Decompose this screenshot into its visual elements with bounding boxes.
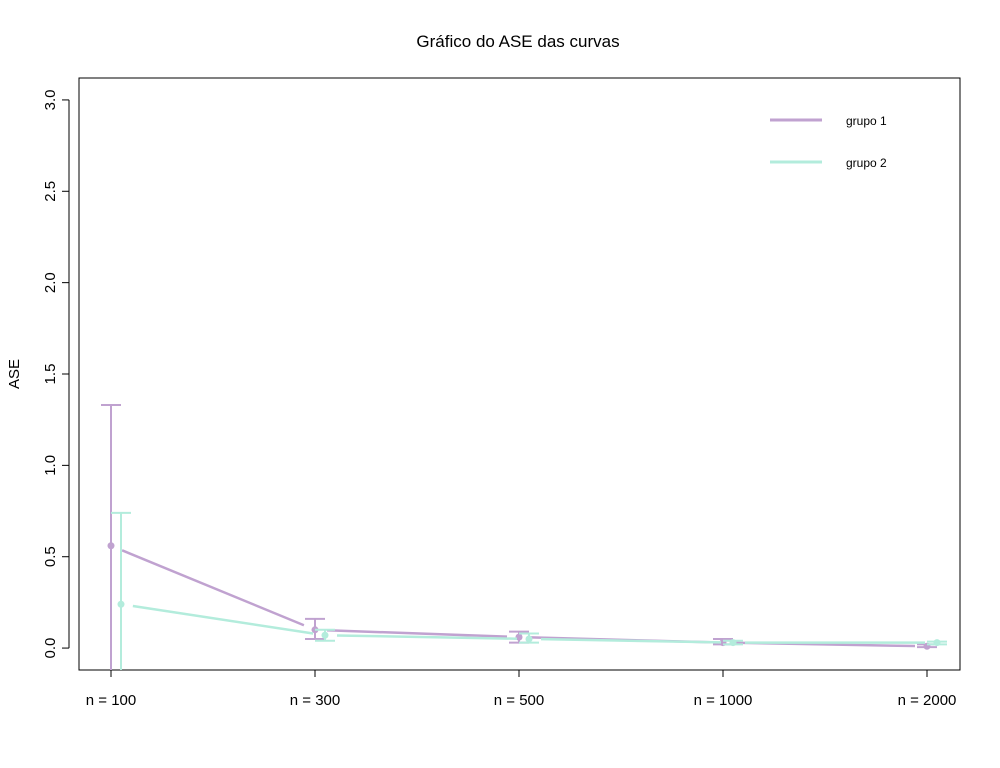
y-tick-label: 3.0	[42, 89, 59, 110]
plot-area	[78, 77, 961, 671]
data-point	[525, 635, 533, 643]
x-tick-label: n = 300	[290, 692, 340, 709]
y-tick-label: 0.5	[42, 546, 59, 567]
series-line-segment	[326, 628, 508, 638]
data-point	[117, 600, 125, 608]
data-point	[107, 542, 115, 550]
data-point	[729, 639, 737, 647]
series-line-segment	[540, 637, 722, 644]
y-axis-label: ASE	[6, 359, 23, 389]
y-tick-label: 2.5	[42, 181, 59, 202]
x-tick-label: n = 500	[494, 692, 544, 709]
series-1	[101, 404, 937, 670]
series-line-segment	[132, 604, 314, 635]
y-tick-label: 1.0	[42, 455, 59, 476]
y-tick-label: 1.5	[42, 364, 59, 385]
y-tick-label: 0.0	[42, 638, 59, 659]
legend-label: grupo 1	[846, 114, 887, 128]
x-tick-label: n = 100	[86, 692, 136, 709]
chart-title: Gráfico do ASE das curvas	[416, 32, 619, 51]
legend: grupo 1 grupo 2	[770, 114, 887, 170]
data-point	[933, 639, 941, 647]
data-point	[321, 631, 329, 639]
series-layer	[101, 404, 947, 670]
x-tick-label: n = 1000	[694, 692, 753, 709]
series-2	[111, 511, 947, 670]
x-axis: n = 100 n = 300 n = 500 n = 1000 n = 2000	[86, 669, 957, 709]
x-tick-label: n = 2000	[898, 692, 957, 709]
data-point	[515, 633, 523, 641]
series-line-segment	[121, 549, 305, 627]
y-tick-label: 2.0	[42, 272, 59, 293]
series-line-segment	[336, 634, 518, 640]
legend-label: grupo 2	[846, 156, 887, 170]
y-axis: 0.0 0.5 1.0 1.5 2.0 2.5 3.0	[42, 89, 70, 659]
